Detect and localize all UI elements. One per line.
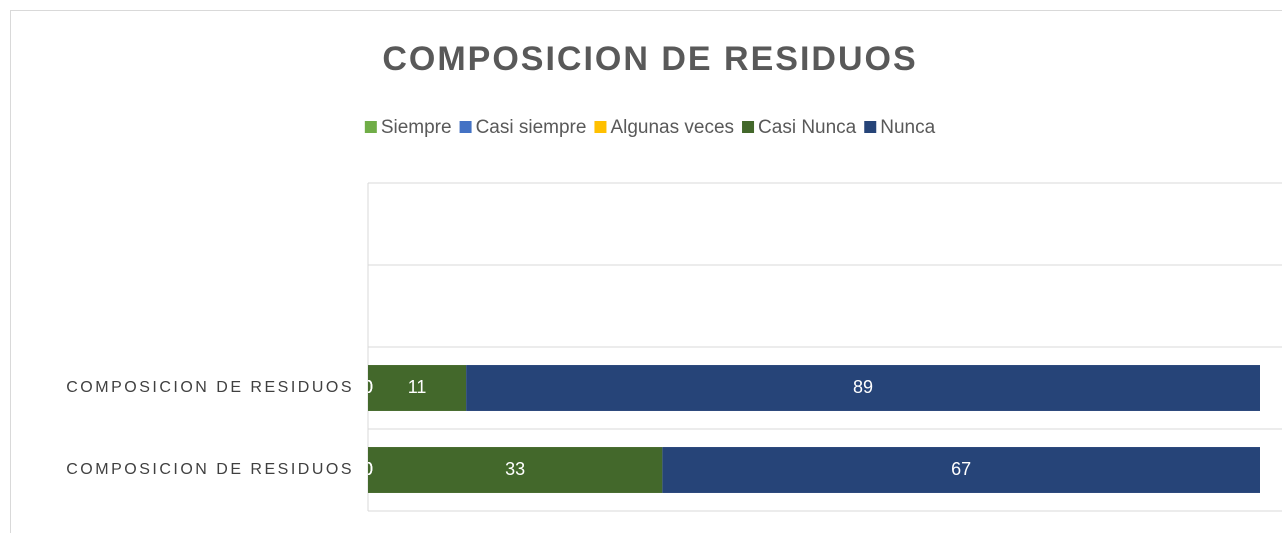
- legend-label: Algunas veces: [610, 117, 734, 138]
- chart-frame: [10, 10, 1282, 533]
- data-label: 33: [505, 459, 525, 479]
- legend-label: Casi siempre: [476, 117, 587, 138]
- legend-swatch: [459, 121, 472, 133]
- legend-label: Siempre: [381, 117, 452, 138]
- bar-segment: [662, 447, 1260, 493]
- y-tick-label: COMPOSICION DE RESIDUOS: [66, 379, 354, 396]
- bar-segment: [368, 365, 467, 411]
- data-label: 11: [408, 377, 427, 397]
- plot-area: COMPOSICION DE RESIDUOS COMPOSICION DE RE…: [66, 182, 1282, 512]
- legend-label: Casi Nunca: [758, 117, 857, 138]
- legend-swatch: [594, 121, 607, 133]
- legend-swatch: [864, 121, 877, 133]
- data-label: 0: [363, 459, 373, 479]
- legend-label: Nunca: [880, 117, 935, 138]
- data-label: 67: [951, 459, 971, 479]
- y-tick-label: COMPOSICION DE RESIDUOS: [66, 461, 354, 478]
- bar-segment: [368, 447, 663, 493]
- data-label: 0: [363, 459, 373, 479]
- legend-swatch: [364, 121, 377, 133]
- data-label: 0: [363, 377, 373, 397]
- data-label: 89: [853, 377, 873, 397]
- data-label: 0: [363, 377, 373, 397]
- bar-segment: [466, 365, 1260, 411]
- chart-title: COMPOSICION DE RESIDUOS: [382, 40, 917, 78]
- data-label: 0: [363, 377, 373, 397]
- legend: Siempre Casi siempre Algunas veces Casi Nun…: [364, 117, 936, 138]
- data-label: 0: [363, 459, 373, 479]
- legend-swatch: [742, 121, 755, 133]
